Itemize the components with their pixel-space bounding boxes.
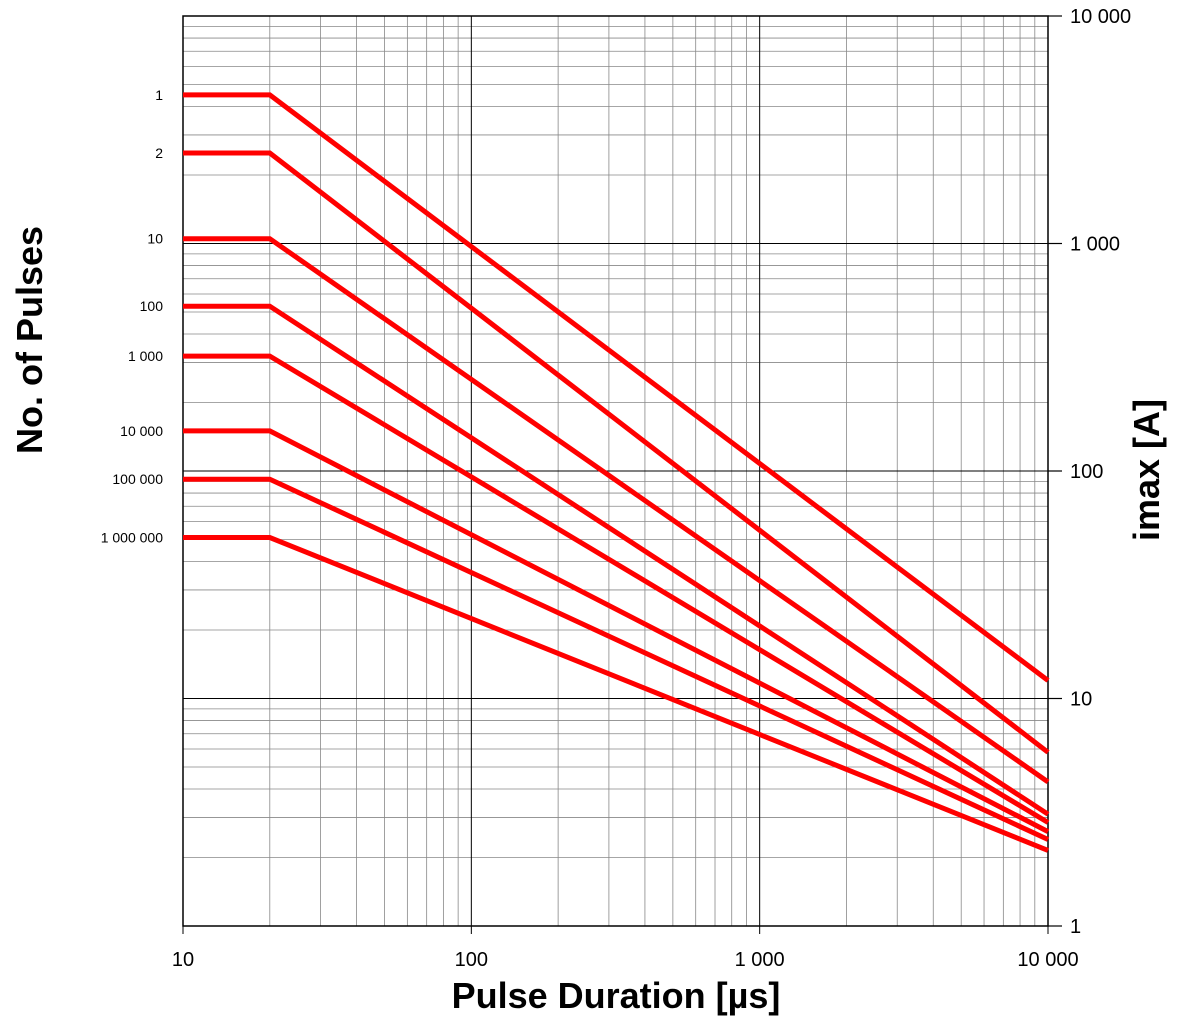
pulse-count-label: 10 000: [120, 423, 163, 439]
series-line: [183, 150, 1050, 755]
x-tick-label: 1 000: [735, 949, 785, 971]
pulse-count-label: 1: [155, 87, 163, 103]
x-tick-label: 10: [172, 949, 194, 971]
pulse-count-label: 2: [155, 145, 163, 161]
y-tick-label: 1: [1070, 916, 1081, 938]
series-line: [183, 303, 1050, 817]
pulse-count-label: 1 000 000: [101, 530, 163, 546]
y-tick-labels: 1 10 100 1 000 10 000: [1048, 6, 1131, 938]
x-tick-label: 100: [455, 949, 488, 971]
pulse-count-label: 100: [140, 298, 164, 314]
y-tick-label: 100: [1070, 461, 1103, 483]
y-axis-title-right: imax [A]: [1126, 399, 1167, 541]
y-axis-title-left: No. of Pulses: [9, 226, 50, 454]
pulse-count-label: 1 000: [128, 348, 163, 364]
series-line: [183, 428, 1050, 834]
x-axis-title: Pulse Duration [µs]: [452, 975, 781, 1016]
y-tick-label: 1 000: [1070, 234, 1120, 256]
series-line: [183, 353, 1050, 825]
series-line: [183, 476, 1050, 842]
y-tick-label: 10: [1070, 689, 1092, 711]
series-line: [183, 535, 1049, 853]
pulse-count-labels: 1 2 10 100 1 000 10 000 100 000 1 000 000: [101, 87, 164, 546]
pulse-count-label: 10: [147, 231, 163, 247]
y-tick-label: 10 000: [1070, 6, 1131, 28]
x-tick-labels: 10 100 1 000 10 000: [172, 926, 1079, 971]
pulse-count-label: 100 000: [112, 471, 163, 487]
x-tick-label: 10 000: [1017, 949, 1078, 971]
series-line: [183, 92, 1050, 683]
series-line: [183, 236, 1050, 784]
series-lines: [183, 92, 1050, 853]
major-gridlines: [182, 16, 1048, 927]
